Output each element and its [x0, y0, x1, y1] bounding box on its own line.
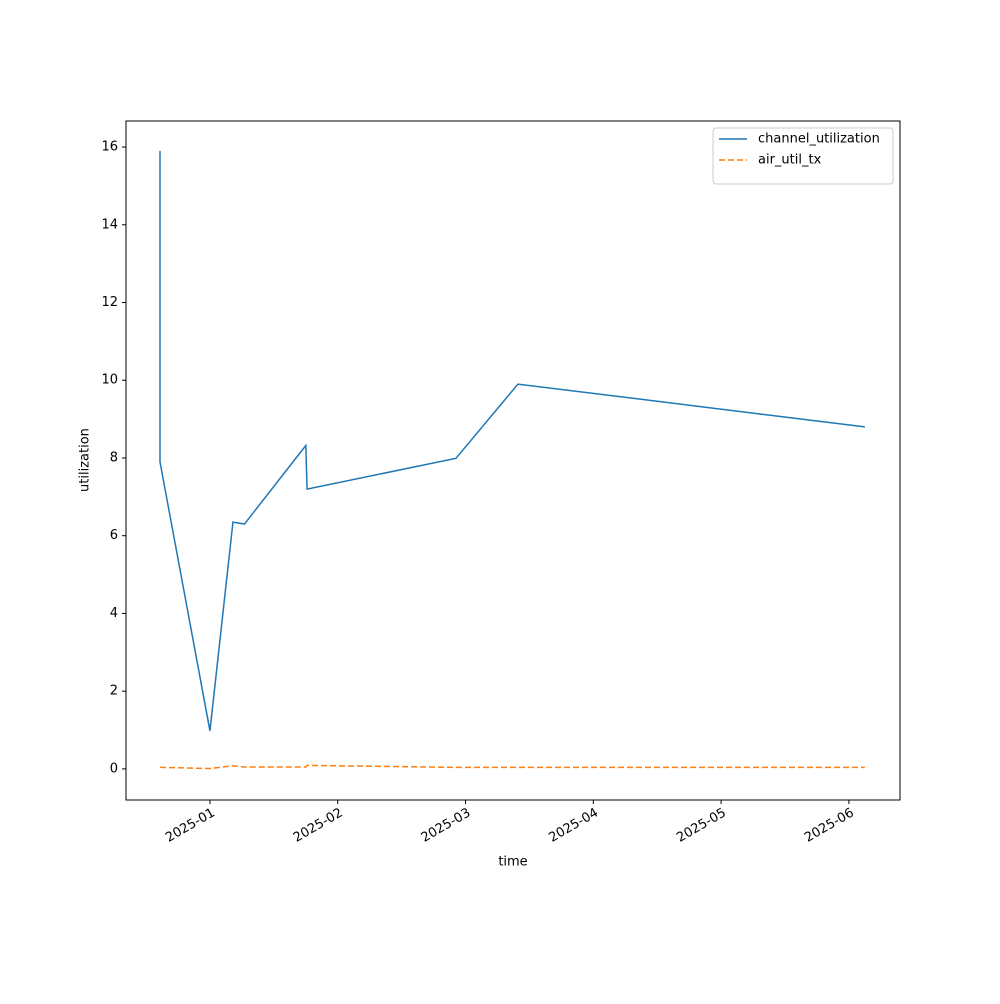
y-tick-label: 4: [110, 606, 118, 621]
y-tick-label: 2: [110, 684, 118, 699]
y-axis-label: utilization: [78, 428, 93, 492]
x-tick-label: 2025-01: [163, 806, 218, 846]
y-tick-label: 14: [101, 217, 118, 232]
x-tick-label: 2025-04: [547, 806, 602, 846]
legend-label: air_util_tx: [758, 153, 822, 168]
x-tick-label: 2025-05: [674, 806, 729, 846]
line-series: [159, 764, 865, 770]
legend-box: [712, 127, 894, 185]
y-tick-label: 0: [110, 761, 118, 776]
y-tick-label: 16: [101, 140, 118, 155]
plot-frame: [125, 120, 901, 801]
x-axis-label: time: [498, 855, 527, 870]
line-series: [159, 150, 865, 731]
y-tick-label: 12: [101, 295, 118, 310]
y-tick-label: 6: [110, 528, 118, 543]
x-tick-label: 2025-06: [802, 806, 857, 846]
legend-label: channel_utilization: [758, 132, 880, 147]
x-tick-label: 2025-03: [419, 806, 474, 846]
x-tick-label: 2025-02: [291, 806, 346, 846]
y-tick-label: 10: [101, 373, 118, 388]
y-tick-label: 8: [110, 450, 118, 465]
